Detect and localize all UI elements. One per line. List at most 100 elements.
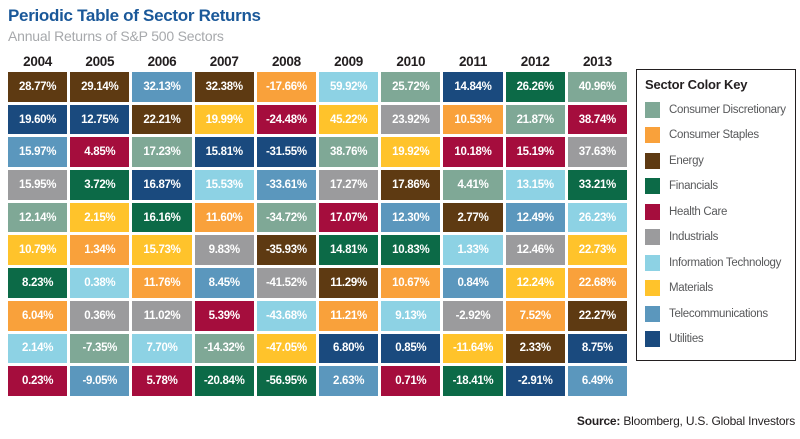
return-cell: -33.61% <box>256 170 316 200</box>
return-cell: 32.38% <box>194 72 254 102</box>
year-header: 2007 <box>209 54 239 69</box>
return-cell: 16.16% <box>132 202 192 233</box>
return-cell: 32.13% <box>132 72 192 102</box>
return-cell: -14.32% <box>194 333 254 364</box>
return-cell: 22.27% <box>567 300 627 331</box>
return-cell: 8.45% <box>194 268 254 298</box>
legend-label: Energy <box>669 154 704 167</box>
return-cell: 10.83% <box>381 235 441 266</box>
legend-label: Health Care <box>669 205 728 218</box>
legend-item: Telecommunications <box>645 301 790 327</box>
return-cell: 8.75% <box>567 333 627 364</box>
return-cell: -17.66% <box>256 72 316 102</box>
legend-item: Consumer Staples <box>645 123 790 149</box>
return-cell: 22.68% <box>567 268 627 298</box>
source-label: Source: <box>576 414 621 428</box>
legend-item: Energy <box>645 148 790 174</box>
return-cell: 0.38% <box>70 268 130 298</box>
health-care-swatch-icon <box>645 203 660 220</box>
return-cell: 1.33% <box>443 235 503 266</box>
financials-swatch-icon <box>645 178 660 195</box>
return-cell: 59.92% <box>319 72 379 102</box>
return-cell: 22.73% <box>567 235 627 266</box>
return-cell: 12.30% <box>381 202 441 233</box>
telecommunications-swatch-icon <box>645 305 660 322</box>
utilities-swatch-icon <box>645 331 660 348</box>
return-cell: -41.52% <box>256 268 316 298</box>
information-technology-swatch-icon <box>645 254 660 271</box>
return-cell: 13.15% <box>505 170 565 200</box>
legend-item: Consumer Discretionary <box>645 97 790 123</box>
return-cell: 11.21% <box>319 300 379 331</box>
sector-color-key: Sector Color Key Consumer Discretionary C… <box>636 69 796 361</box>
return-cell: 28.77% <box>8 72 68 102</box>
return-cell: 11.29% <box>319 268 379 298</box>
energy-swatch-icon <box>645 152 660 169</box>
return-cell: 40.96% <box>567 72 627 102</box>
sector-returns-table: 2004 2005 2006 2007 2008 2009 2010 2011 2012 2013… <box>8 54 627 396</box>
legend-label: Industrials <box>669 231 719 244</box>
return-cell: 2.33% <box>505 333 565 364</box>
legend-item: Utilities <box>645 327 790 353</box>
return-cell: 16.87% <box>132 170 192 200</box>
legend-item: Materials <box>645 276 790 302</box>
return-cell: 33.21% <box>567 170 627 200</box>
legend-label: Telecommunications <box>669 307 768 320</box>
year-header: 2004 <box>23 54 53 69</box>
return-cell: -20.84% <box>194 366 254 396</box>
return-cell: 0.85% <box>381 333 441 364</box>
return-cell: 15.81% <box>194 137 254 168</box>
return-cell: 12.49% <box>505 202 565 233</box>
return-cell: 9.83% <box>194 235 254 266</box>
return-cell: -24.48% <box>256 104 316 135</box>
return-cell: 12.24% <box>505 268 565 298</box>
return-cell: 12.75% <box>70 104 130 135</box>
legend-label: Consumer Staples <box>669 129 759 142</box>
return-cell: 8.23% <box>8 268 68 298</box>
return-cell: 7.70% <box>132 333 192 364</box>
return-cell: 23.92% <box>381 104 441 135</box>
year-header-row: 2004 2005 2006 2007 2008 2009 2010 2011 2012 2013 <box>8 54 627 69</box>
return-cell: -47.05% <box>256 333 316 364</box>
return-cell: 15.53% <box>194 170 254 200</box>
return-cell: 19.92% <box>381 137 441 168</box>
return-cell: -9.05% <box>70 366 130 396</box>
returns-grid: 28.77% 29.14% 32.13% 32.38% -17.66% 59.92% 25.… <box>8 72 627 396</box>
return-cell: 14.81% <box>319 235 379 266</box>
return-cell: 10.18% <box>443 137 503 168</box>
year-header: 2011 <box>458 54 488 69</box>
legend-label: Materials <box>669 282 713 295</box>
return-cell: 17.23% <box>132 137 192 168</box>
return-cell: -2.92% <box>443 300 503 331</box>
return-cell: 0.84% <box>443 268 503 298</box>
legend-label: Financials <box>669 180 718 193</box>
materials-swatch-icon <box>645 280 660 297</box>
return-cell: -31.55% <box>256 137 316 168</box>
return-cell: -43.68% <box>256 300 316 331</box>
return-cell: 26.23% <box>567 202 627 233</box>
return-cell: 15.73% <box>132 235 192 266</box>
return-cell: 10.67% <box>381 268 441 298</box>
return-cell: 17.27% <box>319 170 379 200</box>
legend-title: Sector Color Key <box>645 77 748 92</box>
return-cell: 17.07% <box>319 202 379 233</box>
return-cell: -34.72% <box>256 202 316 233</box>
return-cell: 2.14% <box>8 333 68 364</box>
return-cell: 37.63% <box>567 137 627 168</box>
return-cell: 11.02% <box>132 300 192 331</box>
return-cell: 2.15% <box>70 202 130 233</box>
return-cell: 38.76% <box>319 137 379 168</box>
return-cell: 21.87% <box>505 104 565 135</box>
legend-label: Consumer Discretionary <box>669 103 786 116</box>
page-subtitle: Annual Returns of S&P 500 Sectors <box>8 28 224 44</box>
return-cell: 19.60% <box>8 104 68 135</box>
return-cell: 14.84% <box>443 72 503 102</box>
return-cell: 10.53% <box>443 104 503 135</box>
return-cell: 0.71% <box>381 366 441 396</box>
return-cell: -56.95% <box>256 366 316 396</box>
legend-item: Industrials <box>645 225 790 251</box>
return-cell: 19.99% <box>194 104 254 135</box>
return-cell: 0.36% <box>70 300 130 331</box>
source-note: Source: Bloomberg, U.S. Global Investors <box>577 414 795 428</box>
